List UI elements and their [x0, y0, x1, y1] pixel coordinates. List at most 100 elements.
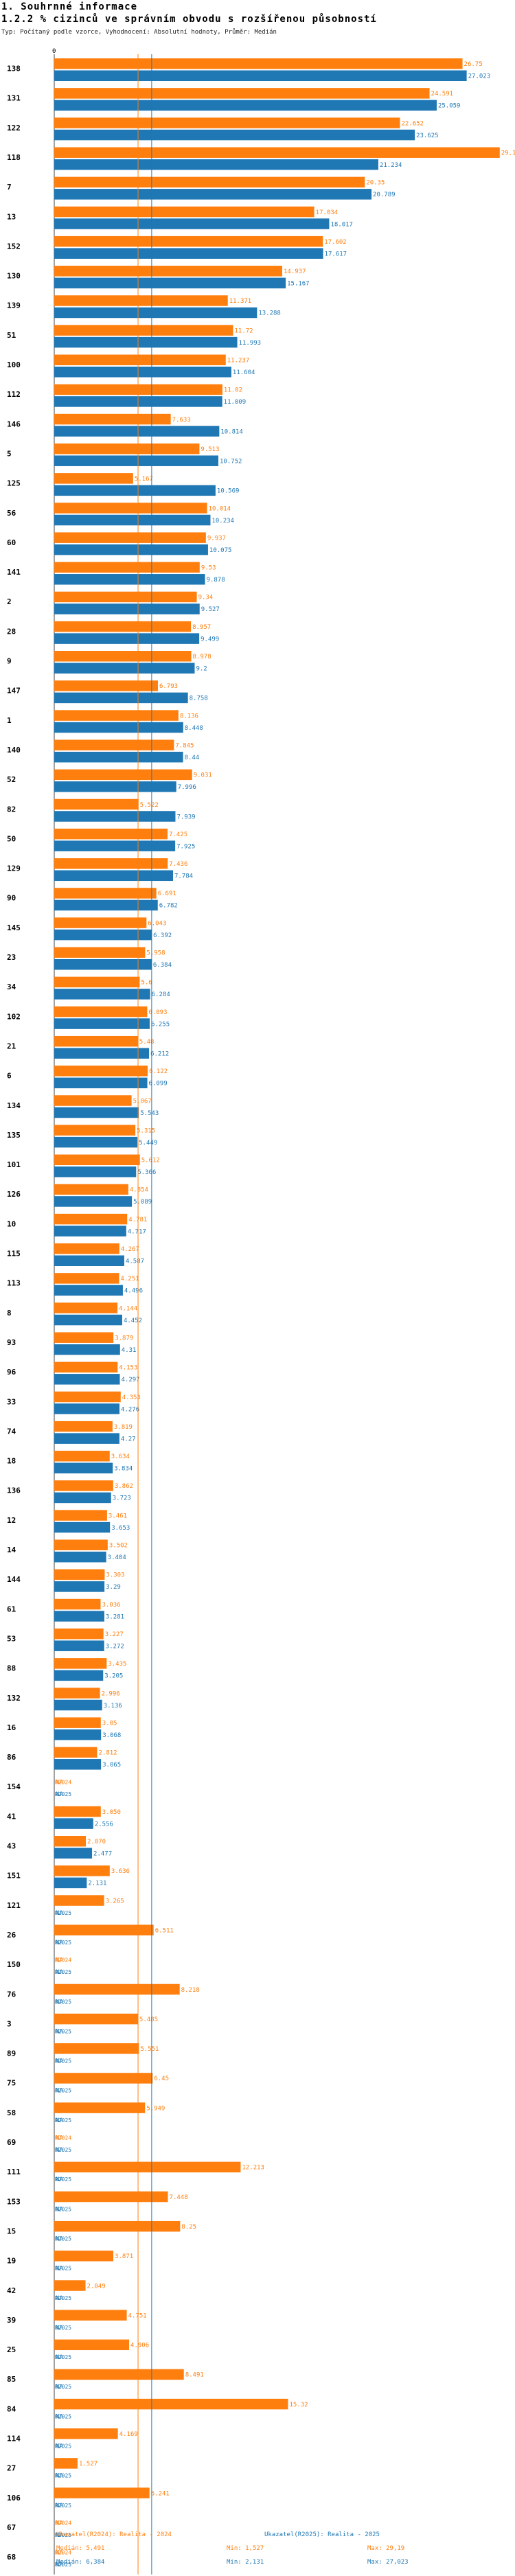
value-label-2024: 5.6 [141, 980, 152, 987]
bar-2024 [54, 2043, 139, 2054]
bar-2024 [54, 1688, 100, 1699]
category-label: 76 [7, 1990, 16, 1999]
value-label-2025: 8.44 [185, 755, 200, 761]
bar-2025 [54, 1729, 102, 1740]
category-label: 125 [7, 479, 21, 488]
value-label-2024: 6.691 [158, 890, 176, 897]
bar-2025 [54, 1018, 150, 1029]
bar-2024 [54, 1480, 113, 1491]
category-label: 90 [7, 894, 16, 903]
value-label-2024: NA [56, 2550, 63, 2557]
bar-2025 [54, 1344, 120, 1355]
bar-2025 [54, 1285, 123, 1296]
value-label-2025: NA [56, 1999, 63, 2005]
category-label: 61 [7, 1605, 16, 1613]
bar-2024 [54, 1066, 148, 1077]
value-label-2025: 9.499 [201, 636, 219, 643]
value-label-2025: 9.527 [201, 606, 220, 613]
category-label: 112 [7, 390, 21, 399]
legend-2025-min: Min: 2,131 [227, 2559, 264, 2566]
series-label-2025: R2025 [55, 2088, 71, 2094]
value-label-2024: 9.937 [207, 535, 226, 542]
bar-2024 [54, 1983, 180, 1995]
bar-2025 [54, 1077, 148, 1089]
bar-2024 [54, 2310, 127, 2321]
bar-2025 [54, 929, 152, 941]
bar-2025 [54, 1759, 102, 1770]
bar-2024 [54, 1095, 132, 1106]
value-label-2024: 7.425 [169, 831, 187, 838]
series-label-2025: R2025 [55, 2354, 71, 2360]
value-label-2024: 4.751 [128, 2312, 147, 2319]
category-label: 115 [7, 1250, 21, 1258]
series-label-2025: R2025 [55, 2028, 71, 2034]
value-label-2025: 2.556 [95, 1821, 113, 1828]
category-label: 111 [7, 2167, 21, 2176]
value-label-2024: 4.169 [119, 2431, 138, 2438]
value-label-2025: 3.205 [104, 1673, 123, 1680]
bar-2024 [54, 680, 158, 691]
category-label: 8 [7, 1309, 12, 1318]
bar-2024 [54, 1539, 108, 1550]
value-label-2024: 15.32 [290, 2402, 308, 2408]
bar-2024 [54, 206, 314, 218]
series-label-2025: R2025 [55, 2176, 71, 2183]
bar-2025 [54, 1492, 111, 1504]
category-label: 122 [7, 124, 21, 133]
value-label-2025: NA [56, 2088, 63, 2095]
value-label-2024: 5.48 [139, 1039, 154, 1046]
value-label-2025: 3.834 [114, 1466, 133, 1473]
category-label: 113 [7, 1279, 21, 1288]
category-label: 114 [7, 2435, 21, 2443]
value-label-2025: 10.234 [211, 518, 234, 525]
bar-2025 [54, 811, 176, 822]
category-label: 141 [7, 568, 21, 577]
bar-2024 [54, 828, 168, 840]
value-label-2025: 21.234 [380, 162, 402, 169]
bar-2025 [54, 722, 183, 733]
bar-2024 [54, 2398, 288, 2410]
value-label-2024: 9.513 [201, 446, 219, 453]
legend-2025-max: Max: 27,023 [367, 2559, 409, 2566]
bar-2024 [54, 1569, 105, 1580]
bar-2024 [54, 917, 147, 928]
series-label-2025: R2025 [55, 2413, 71, 2419]
value-label-2025: 10.569 [217, 488, 240, 495]
series-label-2024: R2024 [55, 2520, 71, 2526]
series-label-2025: R2025 [55, 1910, 71, 1916]
value-label-2025: 10.814 [220, 428, 243, 435]
value-label-2025: 8.758 [190, 695, 208, 702]
series-label-2025: R2025 [55, 1969, 71, 1975]
bar-2025 [54, 1581, 105, 1592]
value-label-2024: 7.633 [172, 417, 191, 424]
value-label-2024: 11.237 [227, 358, 250, 365]
value-label-2025: 4.717 [128, 1228, 146, 1235]
value-label-2025: 7.939 [176, 814, 195, 820]
value-label-2025: NA [56, 2562, 63, 2568]
value-label-2024: 29.19 [501, 150, 515, 157]
bar-2024 [54, 1035, 138, 1047]
category-label: 129 [7, 864, 21, 873]
category-label: 33 [7, 1397, 16, 1406]
value-label-2025: 3.29 [106, 1584, 121, 1591]
series-label-2024: R2024 [55, 1780, 71, 1786]
bar-2025 [54, 1611, 104, 1622]
value-label-2025: 7.996 [178, 784, 196, 791]
bar-2024 [54, 1243, 119, 1254]
series-label-2025: R2025 [55, 2266, 71, 2272]
value-label-2024: 3.502 [109, 1543, 128, 1550]
bar-2024 [54, 2073, 153, 2084]
value-label-2024: 8.491 [185, 2372, 204, 2379]
category-label: 68 [7, 2553, 16, 2562]
value-label-2025: NA [56, 1791, 63, 1798]
bar-2024 [54, 1421, 113, 1432]
category-label: 39 [7, 2316, 16, 2325]
value-label-2024: 4.153 [119, 1365, 137, 1372]
chart-title: 1.2.2 % cizinců ve správním obvodu s roz… [1, 14, 377, 25]
category-label: 85 [7, 2375, 16, 2384]
category-label: 2 [7, 597, 12, 606]
value-label-2024: 20.35 [366, 180, 385, 187]
legend-2025-median: Medián: 6,384 [56, 2559, 105, 2566]
value-label-2024: 1.527 [79, 2461, 98, 2468]
